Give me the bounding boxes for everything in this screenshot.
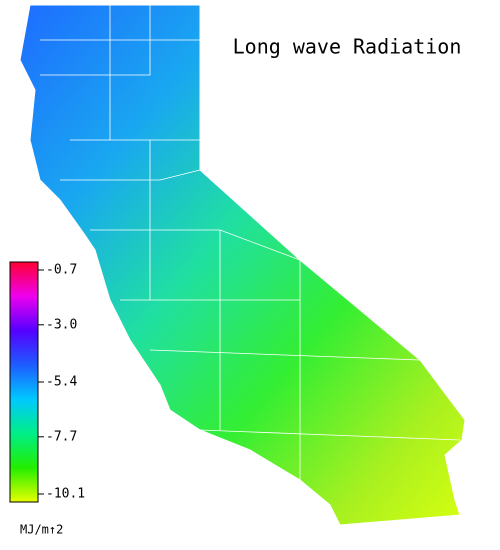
colorbar-tick-label: -0.7 (46, 263, 77, 278)
california-shape (19, 4, 466, 526)
colorbar (9, 261, 39, 503)
colorbar-tick-label: -3.0 (46, 317, 77, 332)
colorbar-unit: MJ/m↑2 (20, 523, 63, 537)
colorbar-tick-label: -10.1 (46, 487, 85, 502)
map-title: Long wave Radiation (233, 35, 462, 59)
colorbar-tick-label: -5.4 (46, 375, 77, 390)
county-lines (40, 5, 461, 480)
colorbar-tick-label: -7.7 (46, 429, 77, 444)
